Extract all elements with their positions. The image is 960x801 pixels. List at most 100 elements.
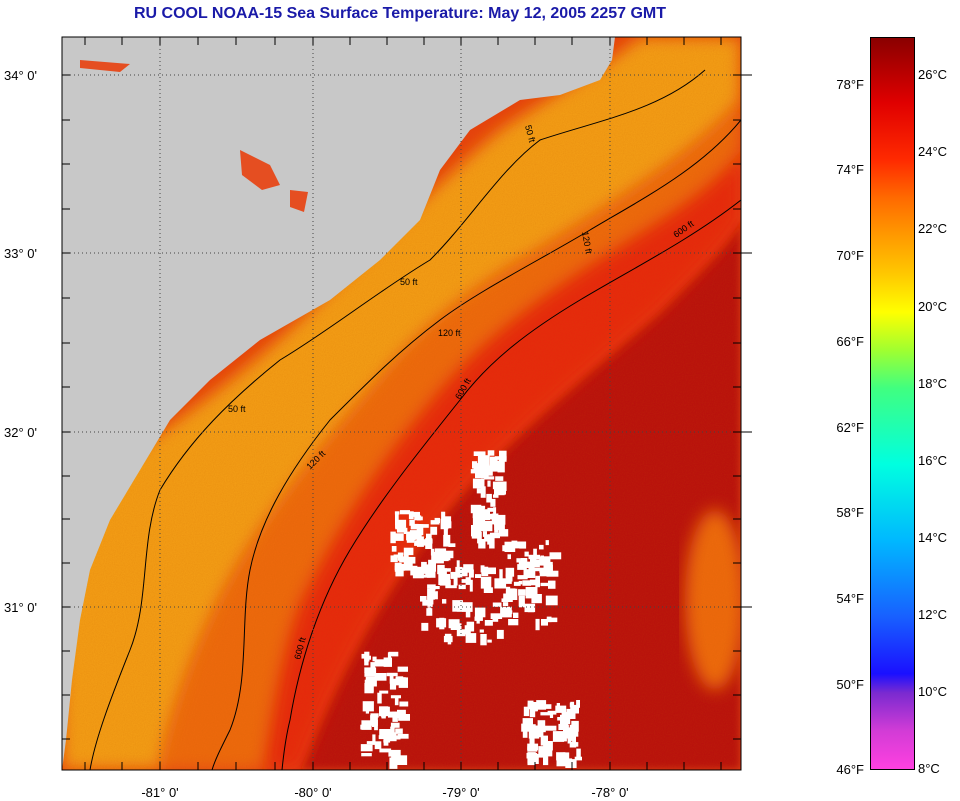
- cloud-pixel: [465, 577, 471, 585]
- cloud-pixel: [371, 720, 378, 727]
- cloud-pixel: [538, 746, 548, 758]
- cloud-pixel: [555, 705, 567, 713]
- cloud-pixel: [383, 657, 392, 667]
- colorbar-f-label: 66°F: [836, 334, 864, 349]
- cloud-pixel: [492, 481, 501, 490]
- lat-label-33: 33° 0': [4, 246, 37, 261]
- contour-label-120ft: 120 ft: [580, 231, 594, 255]
- cloud-pixel: [505, 579, 512, 584]
- cloud-pixel: [482, 531, 487, 537]
- cloud-pixel: [446, 568, 451, 572]
- cloud-pixel: [427, 571, 436, 578]
- land-islands: [80, 60, 308, 212]
- cloud-pixel: [384, 732, 397, 742]
- cloud-pixel: [477, 455, 490, 468]
- cloud-pixel: [540, 582, 553, 587]
- cloud-pixel: [469, 579, 473, 592]
- cloud-pixel: [572, 734, 576, 746]
- cloud-pixel: [389, 757, 398, 769]
- cloud-pixel: [485, 466, 493, 476]
- cloud-pixel: [546, 570, 559, 577]
- cloud-pixel: [527, 755, 536, 766]
- sst-field: [62, 37, 741, 770]
- cloud-pixel: [543, 741, 553, 751]
- cloud-pixel: [493, 507, 497, 516]
- cloud-pixel: [530, 555, 537, 564]
- cloud-pixel: [438, 574, 450, 585]
- cloud-pixel: [500, 606, 512, 618]
- cloud-pixel: [537, 720, 546, 731]
- cloud-pixel: [390, 555, 398, 563]
- cloud-pixel: [413, 511, 420, 517]
- cloud-pixel: [505, 573, 511, 579]
- cloud-pixel: [427, 599, 433, 607]
- map-title: RU COOL NOAA-15 Sea Surface Temperature:…: [133, 5, 667, 22]
- cloud-pixel: [525, 587, 538, 599]
- frame-ticks: [62, 37, 752, 770]
- cloud-pixel: [494, 519, 505, 531]
- contour-50ft: [89, 69, 706, 770]
- cloud-pixel: [377, 692, 382, 704]
- cloud-pixel: [421, 561, 427, 574]
- contour-label-50ft: 50 ft: [228, 404, 246, 414]
- cloud-pixel: [497, 460, 505, 473]
- cloud-pixel: [479, 629, 484, 633]
- colorbar-c-label: 16°C: [918, 453, 948, 468]
- cloud-pixel: [527, 746, 538, 752]
- cloud-pixel: [374, 741, 382, 750]
- cloud-pixel: [521, 603, 525, 607]
- cloud-pixel: [361, 720, 372, 730]
- cloud-pixel: [441, 511, 446, 522]
- cloud-pixel: [430, 520, 440, 525]
- cloud-pixel: [499, 451, 505, 459]
- cloud-pixel: [493, 494, 499, 498]
- cloud-pixel: [541, 619, 548, 626]
- cloud-pixel: [563, 724, 569, 733]
- cloud-pixel: [570, 704, 579, 714]
- cloud-pixel: [522, 580, 532, 586]
- lon-label-78: -78° 0': [591, 785, 628, 800]
- cloud-pixel: [487, 480, 491, 487]
- cloud-pixel: [527, 703, 533, 710]
- cloud-pixel: [473, 532, 480, 537]
- contour-label-120ft: 120 ft: [438, 328, 461, 338]
- cloud-pixel: [498, 529, 509, 537]
- cloud-pixel: [481, 520, 493, 532]
- cloud-pixel: [464, 625, 471, 635]
- cloud-pixel: [388, 651, 399, 657]
- cloud-pixel: [468, 569, 474, 578]
- cloud-pixel: [414, 540, 422, 546]
- cloud-pixel: [395, 514, 399, 525]
- cloud-pixel: [470, 504, 482, 514]
- cloud-pixel: [421, 622, 429, 631]
- cloud-pixel: [511, 540, 518, 548]
- cloud-pixel: [477, 463, 485, 472]
- cloud-pixel: [481, 566, 489, 576]
- cloud-pixel: [508, 588, 518, 600]
- cloud-pixel: [420, 596, 427, 602]
- cloud-pixel: [456, 560, 460, 568]
- cloud-pixel: [477, 531, 482, 544]
- cloud-pixel: [529, 705, 536, 718]
- cloud-pixel: [518, 589, 526, 596]
- cloud-pixel: [361, 653, 365, 659]
- cloud-pixel: [549, 552, 562, 560]
- cloud-pixel: [489, 513, 494, 520]
- cloud-pixel: [505, 575, 513, 582]
- cloud-pixel: [565, 759, 577, 768]
- cloud-pixel: [480, 509, 490, 520]
- cloud-pixel: [548, 727, 553, 731]
- cloud-pixel: [484, 476, 495, 480]
- cloud-pixel: [519, 541, 527, 549]
- cloud-pixel: [530, 559, 540, 567]
- cloud-pixel: [393, 554, 400, 558]
- cloud-pixel: [560, 714, 571, 725]
- cloud-pixel: [410, 530, 422, 539]
- cloud-pixel: [548, 580, 556, 589]
- contour-label-50ft: 50 ft: [523, 124, 537, 144]
- cloud-pixel: [546, 746, 553, 757]
- colorbar-f-label: 58°F: [836, 505, 864, 520]
- cloud-pixel: [403, 559, 413, 571]
- cloud-pixel: [426, 608, 433, 616]
